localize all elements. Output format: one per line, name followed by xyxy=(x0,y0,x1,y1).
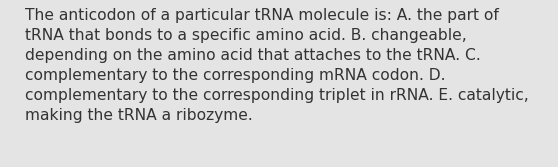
Text: The anticodon of a particular tRNA molecule is: A. the part of
tRNA that bonds t: The anticodon of a particular tRNA molec… xyxy=(25,8,528,123)
